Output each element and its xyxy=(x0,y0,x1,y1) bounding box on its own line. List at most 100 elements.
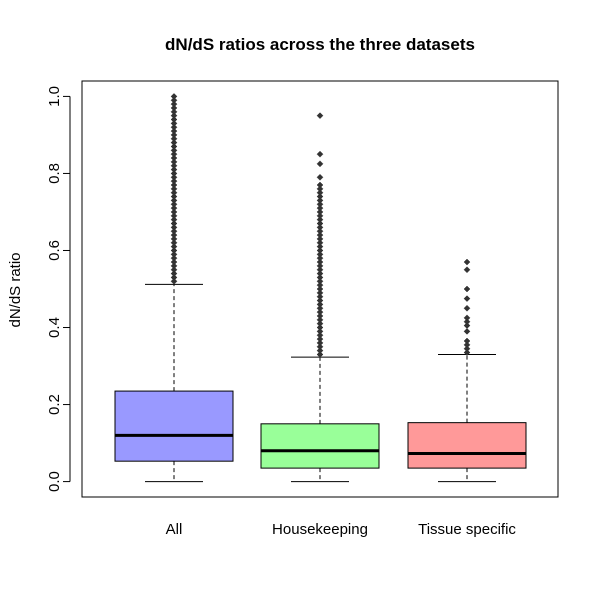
x-axis-labels: All Housekeeping Tissue specific xyxy=(166,521,517,538)
outlier-point xyxy=(316,339,324,347)
outlier-point xyxy=(316,293,324,301)
y-axis-label: dN/dS ratio xyxy=(7,252,24,327)
outlier-point xyxy=(316,160,324,168)
outlier-point xyxy=(170,173,178,181)
outlier-point xyxy=(170,254,178,262)
outlier-point xyxy=(316,347,324,354)
outlier-point xyxy=(316,277,324,285)
outlier-point xyxy=(170,116,178,123)
outlier-point xyxy=(316,235,324,243)
outlier-point xyxy=(170,270,178,277)
chart-title: dN/dS ratios across the three datasets xyxy=(165,35,475,54)
outlier-point xyxy=(463,295,471,302)
outlier-point xyxy=(170,162,178,170)
outlier-point xyxy=(316,324,324,331)
outlier-point xyxy=(170,112,178,120)
outlier-point xyxy=(170,146,178,154)
outlier-point xyxy=(316,243,324,250)
outlier-point xyxy=(170,135,178,143)
outlier-point xyxy=(170,108,178,116)
outlier-point xyxy=(316,301,324,308)
y-tick-label: 0.4 xyxy=(46,317,63,338)
outlier-point xyxy=(316,285,324,293)
x-category-label: All xyxy=(166,521,183,538)
outlier-point xyxy=(170,185,178,193)
y-tick-label: 0.0 xyxy=(46,471,63,492)
outlier-point xyxy=(463,258,471,266)
outlier-point xyxy=(170,208,178,216)
outlier-point xyxy=(316,258,324,266)
outlier-point xyxy=(463,318,471,326)
x-category-label: Tissue specific xyxy=(418,521,516,538)
y-tick-label: 1.0 xyxy=(46,86,63,107)
outlier-point xyxy=(170,274,178,281)
outlier-point xyxy=(316,239,324,247)
outlier-point xyxy=(316,224,324,231)
outlier-point xyxy=(463,328,471,335)
y-axis: 0.0 0.2 0.4 0.6 0.8 1.0 xyxy=(46,86,71,492)
x-category-label: Housekeeping xyxy=(272,521,368,538)
outlier-point xyxy=(316,185,324,193)
outlier-point xyxy=(170,170,178,177)
outlier-point xyxy=(463,266,471,274)
outlier-point xyxy=(170,200,178,208)
outlier-point xyxy=(316,289,324,297)
plot-frame xyxy=(81,80,559,498)
outlier-point xyxy=(316,150,324,158)
box-iqr xyxy=(114,390,234,462)
outlier-point xyxy=(316,220,324,227)
outlier-point xyxy=(316,320,324,328)
outlier-point xyxy=(316,316,324,324)
outlier-point xyxy=(170,189,178,197)
box-series xyxy=(260,112,380,483)
outlier-point xyxy=(170,131,178,139)
outlier-point xyxy=(316,297,324,304)
outlier-point xyxy=(463,337,471,345)
outlier-point xyxy=(170,193,178,200)
outlier-point xyxy=(170,204,178,212)
outlier-point xyxy=(170,93,178,100)
outlier-point xyxy=(170,243,178,250)
outlier-point xyxy=(170,154,178,162)
box-iqr xyxy=(407,422,527,469)
outlier-point xyxy=(316,212,324,220)
outlier-point xyxy=(170,231,178,239)
outlier-point xyxy=(316,173,324,181)
outlier-point xyxy=(316,335,324,343)
outlier-point xyxy=(170,127,178,135)
outlier-point xyxy=(170,166,178,173)
outlier-point xyxy=(316,304,324,312)
outlier-point xyxy=(170,216,178,224)
outlier-point xyxy=(463,341,471,349)
outlier-point xyxy=(463,322,471,329)
outlier-point xyxy=(316,216,324,224)
outlier-point xyxy=(170,100,178,108)
outlier-point xyxy=(170,227,178,235)
outlier-point xyxy=(463,349,471,356)
outlier-point xyxy=(316,181,324,189)
outlier-point xyxy=(463,314,471,322)
outlier-point xyxy=(316,208,324,216)
outlier-point xyxy=(170,104,178,112)
box-series xyxy=(114,93,234,483)
outlier-point xyxy=(316,254,324,262)
outlier-point xyxy=(316,274,324,281)
outlier-point xyxy=(316,270,324,277)
outlier-point xyxy=(316,331,324,339)
outlier-point xyxy=(316,351,324,358)
outlier-point xyxy=(170,224,178,231)
outlier-point xyxy=(170,266,178,274)
outlier-point xyxy=(170,197,178,204)
outlier-point xyxy=(316,247,324,254)
outlier-point xyxy=(316,328,324,335)
outlier-point xyxy=(316,312,324,320)
y-tick-label: 0.6 xyxy=(46,240,63,261)
box-series xyxy=(407,258,527,483)
outlier-point xyxy=(316,281,324,289)
outlier-point xyxy=(316,262,324,270)
outlier-point xyxy=(316,343,324,351)
outlier-point xyxy=(463,285,471,293)
outlier-point xyxy=(316,200,324,208)
outlier-point xyxy=(316,189,324,197)
boxes-group xyxy=(114,93,527,483)
